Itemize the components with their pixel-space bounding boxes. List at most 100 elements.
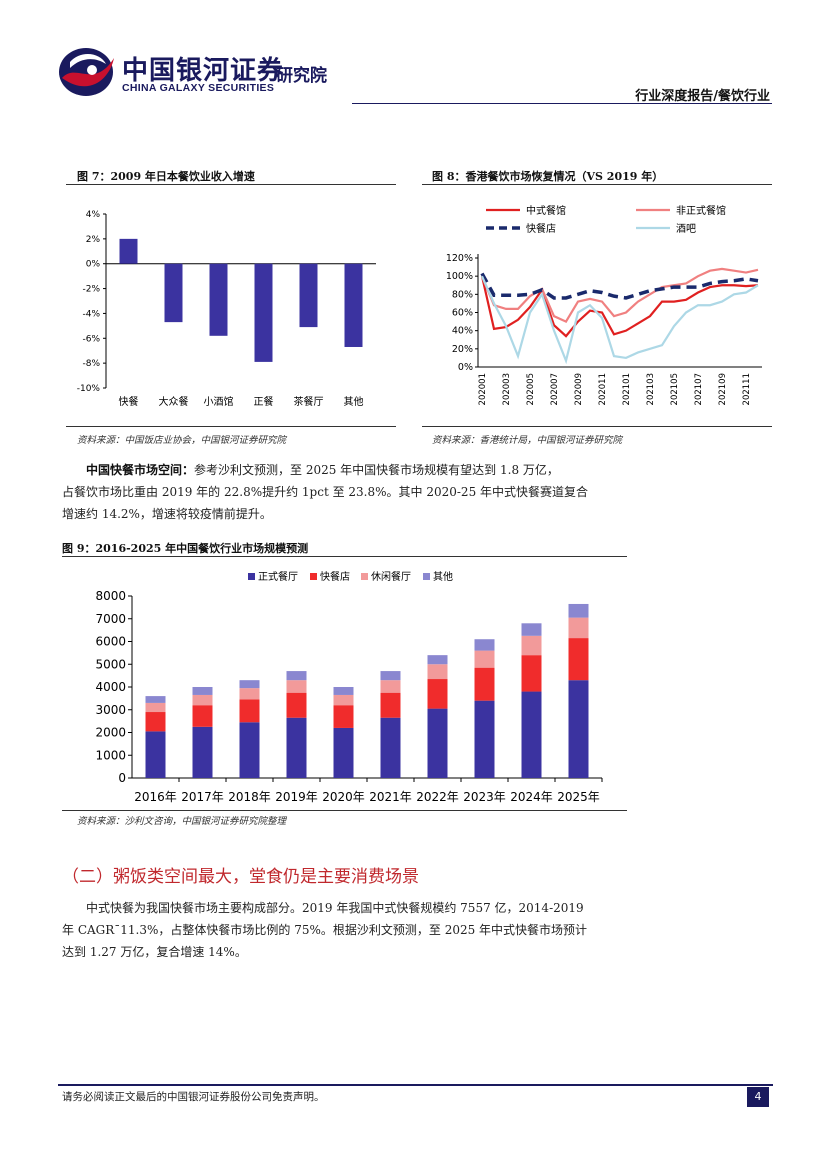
fig9-bar-segment: [239, 688, 260, 700]
fig9-x-label: 2022年: [416, 790, 459, 804]
fig9-x-label: 2016年: [134, 790, 177, 804]
fig9-x-label: 2018年: [228, 790, 271, 804]
fig8-x-tick-label: 202103: [646, 373, 656, 405]
fig8-x-tick-label: 202101: [622, 373, 632, 405]
fig9-bar-segment: [521, 691, 542, 778]
fig9-title: 图 9：2016-2025 年中国餐饮行业市场规模预测: [62, 542, 309, 555]
fig8-x-tick-label: 202107: [694, 373, 704, 405]
paragraph-fast-food-market: 中国快餐市场空间：参考沙利文预测，至 2025 年中国快餐市场规模有望达到 1.…: [62, 459, 772, 525]
fig7-bar: [209, 263, 228, 336]
fig7-x-label: 小酒馆: [204, 395, 234, 408]
fig8-legend-label: 非正式餐馆: [676, 204, 726, 217]
fig9-x-label: 2024年: [510, 790, 553, 804]
fig8-x-tick-label: 202109: [718, 373, 728, 405]
fig7-x-label: 茶餐厅: [294, 395, 324, 408]
fig8-series-line: [480, 275, 759, 338]
fig9-y-tick-label: 6000: [95, 635, 126, 649]
fig8-title-rule: [422, 184, 772, 185]
fig7-title-rule: [66, 184, 396, 185]
fig9-bar-segment: [333, 705, 354, 728]
fig7-x-label: 快餐: [119, 395, 139, 408]
fig9-bar-segment: [239, 680, 260, 689]
fig9-bar-segment: [521, 655, 542, 692]
fig9-bar-segment: [521, 623, 542, 636]
fig9-bar-segment: [239, 699, 260, 723]
fig9-legend-swatch: [361, 573, 368, 580]
fig9-bar-segment: [286, 680, 307, 693]
fig9-bar-segment: [380, 680, 401, 693]
logo-chinese-name: 中国银河证券: [122, 56, 285, 86]
fig7-y-tick-label: -4%: [82, 309, 100, 319]
fig7-x-label: 其他: [344, 395, 364, 408]
fig9-legend-swatch: [310, 573, 317, 580]
fig9-chart: 8000 7000 6000 5000 4000 3000 2000 1000 0 2016年 20…: [95, 570, 603, 804]
paragraph-chinese-fast-food: 中式快餐为我国快餐市场主要构成部分。2019 年我国中式快餐规模约 7557 亿…: [62, 897, 772, 963]
fig9-bottom-rule: [62, 810, 627, 811]
paragraph2-line-3: 达到 1.27 万亿，复合增速 14%。: [62, 945, 247, 959]
fig9-bar-segment: [427, 708, 448, 778]
fig8-y-tick-label: 100%: [446, 271, 473, 282]
fig7-bottom-rule: [66, 426, 396, 427]
fig9-bar-segment: [427, 664, 448, 680]
footer-rule: [58, 1084, 773, 1086]
fig8-legend-label: 酒吧: [676, 223, 696, 235]
fig9-bar-segment: [568, 638, 589, 681]
fig8-series-line: [480, 267, 759, 323]
fig7-y-tick-label: 0%: [86, 260, 101, 270]
fig8-x-tick-label: 202011: [598, 373, 608, 405]
fig9-x-label: 2017年: [181, 790, 224, 804]
fig9-bar-segment: [474, 639, 495, 651]
fig9-bar-segment: [333, 694, 354, 706]
fig9-bar-segment: [568, 680, 589, 778]
fig9-legend-label: 快餐店: [320, 570, 350, 583]
fig8-source: 资料来源：香港统计局，中国银河证券研究院: [432, 435, 623, 446]
fig7-bar: [119, 238, 138, 264]
fig9-bar-segment: [286, 692, 307, 718]
fig9-title-rule: [62, 556, 627, 557]
fig8-x-tick-label: 202001: [478, 373, 488, 405]
fig8-y-tick-label: 40%: [452, 326, 473, 337]
fig8-bottom-rule: [422, 426, 772, 427]
paragraph-line-2: 占餐饮市场比重由 2019 年的 22.8%提升约 1pct 至 23.8%。其…: [62, 485, 589, 499]
fig9-y-tick-label: 0: [118, 771, 126, 785]
fig9-x-label: 2021年: [369, 790, 412, 804]
fig9-y-tick-label: 4000: [95, 680, 126, 694]
fig9-source: 资料来源：沙利文咨询，中国银河证券研究院整理: [77, 816, 287, 827]
fig9-y-tick-label: 8000: [95, 589, 126, 603]
fig8-chart: 120% 100% 80% 60% 40% 20% 0% 202001 202003 202005…: [446, 204, 762, 405]
section-title: （二）粥饭类空间最大，堂食仍是主要消费场景: [62, 867, 419, 887]
fig7-bar: [299, 263, 318, 328]
fig8-x-tick-label: 202007: [550, 373, 560, 405]
paragraph-lead: 中国快餐市场空间：: [86, 463, 195, 477]
fig9-bar-segment: [333, 727, 354, 778]
fig8-y-tick-label: 120%: [446, 253, 473, 264]
page-number: 4: [754, 1090, 762, 1103]
page-number-box: 4: [747, 1087, 769, 1107]
fig9-bar-segment: [239, 722, 260, 778]
fig8-y-tick-label: 20%: [452, 344, 473, 355]
fig9-x-label: 2019年: [275, 790, 318, 804]
fig9-x-label: 2023年: [463, 790, 506, 804]
paragraph-line-3: 增速约 14.2%，增速将较疫情前提升。: [62, 507, 272, 521]
fig9-legend-label: 休闲餐厅: [371, 570, 411, 583]
footer-disclaimer: 请务必阅读正文最后的中国银河证券股份公司免责声明。: [62, 1091, 325, 1103]
fig9-y-tick-label: 7000: [95, 612, 126, 626]
fig7-bar: [254, 263, 273, 362]
fig9-bar-segment: [286, 671, 307, 681]
fig7-x-label: 大众餐: [159, 395, 189, 408]
fig9-bar-segment: [568, 603, 589, 618]
logo-institute: 研究院: [276, 66, 327, 86]
fig9-bar-segment: [145, 702, 166, 713]
fig8-x-tick-label: 202003: [502, 373, 512, 405]
fig9-bar-segment: [286, 717, 307, 778]
fig8-x-tick-label: 202009: [574, 373, 584, 405]
fig9-bar-segment: [192, 705, 213, 727]
fig9-bar-segment: [380, 692, 401, 718]
fig8-title: 图 8：香港餐饮市场恢复情况（VS 2019 年）: [432, 170, 664, 183]
fig9-y-tick-label: 2000: [95, 726, 126, 740]
fig7-chart: 4% 2% 0% -2% -4% -6% -8% -10% 快餐 大众餐 小酒馆 正餐 茶餐厅 其他: [77, 210, 376, 408]
fig8-y-tick-label: 0%: [458, 362, 473, 373]
fig7-bar: [344, 263, 363, 347]
fig7-y-tick-label: 2%: [86, 235, 101, 245]
paragraph-line-1: 参考沙利文预测，至 2025 年中国快餐市场规模有望达到 1.8 万亿，: [194, 463, 559, 477]
